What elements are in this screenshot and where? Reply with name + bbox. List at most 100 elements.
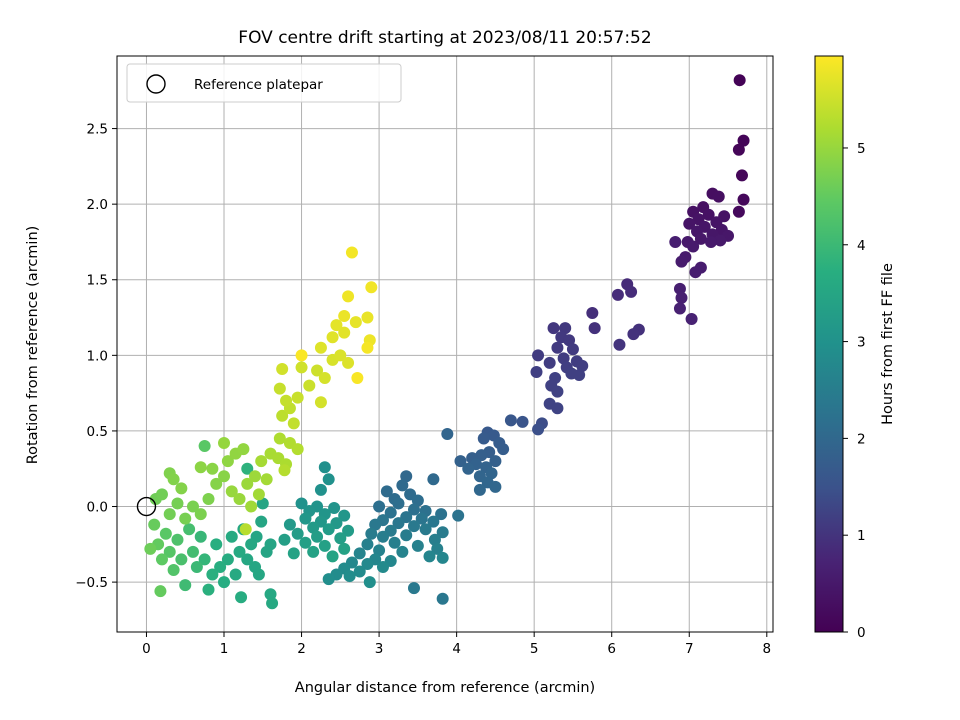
data-point [388, 536, 401, 549]
data-point [167, 564, 180, 577]
data-point [186, 545, 199, 558]
data-point [342, 356, 355, 369]
data-point [210, 538, 223, 551]
data-point [563, 334, 576, 347]
data-point [155, 488, 168, 501]
data-point [159, 527, 172, 540]
data-point [225, 530, 238, 543]
data-point [732, 205, 745, 218]
y-axis: −0.5 0.0 0.5 1.0 1.5 2.0 2.5 [75, 122, 117, 591]
y-tick-label: 2.0 [87, 197, 108, 213]
data-point [547, 322, 560, 335]
data-point [210, 477, 223, 490]
data-point [373, 544, 386, 557]
data-point [278, 533, 291, 546]
data-point [428, 533, 441, 546]
data-point [436, 592, 449, 605]
data-point [473, 483, 486, 496]
data-point [625, 285, 638, 298]
data-point [179, 579, 192, 592]
data-point [586, 307, 599, 320]
data-point [689, 266, 702, 279]
data-point [685, 313, 698, 326]
data-point [735, 169, 748, 182]
data-point [318, 372, 331, 385]
data-point [532, 349, 545, 362]
data-point [627, 328, 640, 341]
data-point [280, 394, 293, 407]
data-point [233, 492, 246, 505]
x-tick-label: 2 [297, 641, 306, 657]
data-point [683, 217, 696, 230]
plot-frame [116, 55, 774, 633]
y-axis-label: Rotation from reference (arcmin) [25, 226, 41, 465]
data-point [322, 473, 335, 486]
data-point [369, 518, 382, 531]
x-tick-label: 1 [220, 641, 229, 657]
data-point [415, 512, 428, 525]
data-point [311, 530, 324, 543]
data-point [167, 473, 180, 486]
data-point [714, 234, 727, 247]
data-point [342, 290, 355, 303]
data-point [427, 515, 440, 528]
data-point [737, 134, 750, 147]
data-point [291, 527, 304, 540]
data-point [365, 281, 378, 294]
data-point [260, 545, 273, 558]
data-point [330, 319, 343, 332]
colorbar-gradient [814, 55, 844, 633]
data-point [241, 553, 254, 566]
data-point [311, 364, 324, 377]
data-point [411, 494, 424, 507]
data-point [435, 508, 448, 521]
data-point [291, 443, 304, 456]
data-point [276, 409, 289, 422]
data-point [733, 74, 746, 87]
data-point [427, 473, 440, 486]
data-point [543, 356, 556, 369]
data-point [276, 362, 289, 375]
data-point [419, 523, 432, 536]
data-point [186, 500, 199, 513]
data-point [687, 240, 700, 253]
data-point [576, 359, 589, 372]
data-point [206, 568, 219, 581]
data-point [353, 565, 366, 578]
data-point [400, 470, 413, 483]
data-point [489, 480, 502, 493]
data-point [175, 482, 188, 495]
data-point [252, 488, 265, 501]
data-point [343, 570, 356, 583]
data-point [328, 502, 341, 515]
data-point [497, 443, 510, 456]
data-point [307, 521, 320, 534]
data-point [171, 533, 184, 546]
x-axis-label: Angular distance from reference (arcmin) [295, 680, 595, 696]
data-point [299, 536, 312, 549]
data-point [194, 508, 207, 521]
data-point [338, 509, 351, 522]
data-point [183, 523, 196, 536]
data-point [675, 255, 688, 268]
data-point [291, 391, 304, 404]
data-point [384, 506, 397, 519]
data-point [675, 291, 688, 304]
data-point [559, 322, 572, 335]
data-point [179, 512, 192, 525]
data-point [380, 485, 393, 498]
data-point [241, 477, 254, 490]
data-point [338, 310, 351, 323]
data-point [436, 526, 449, 539]
data-point [295, 361, 308, 374]
data-point [396, 479, 409, 492]
data-point [307, 545, 320, 558]
data-point [218, 470, 231, 483]
data-point [235, 591, 248, 604]
data-point [283, 518, 296, 531]
data-point [260, 473, 273, 486]
data-point [314, 483, 327, 496]
colorbar-tick-label: 5 [857, 141, 866, 157]
data-point [245, 538, 258, 551]
x-tick-label: 3 [375, 641, 384, 657]
